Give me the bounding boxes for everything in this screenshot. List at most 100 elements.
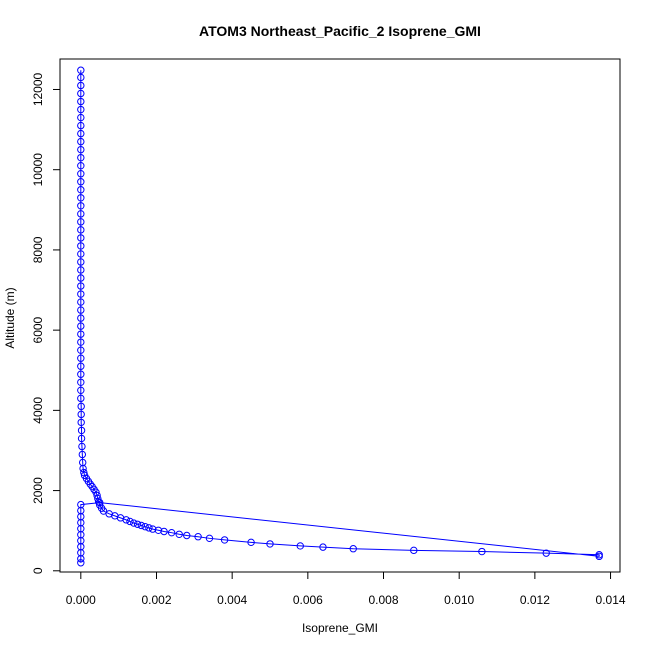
- data-point: [247, 538, 255, 547]
- data-point: [77, 290, 85, 298]
- x-tick-label: 0.000: [66, 593, 96, 607]
- data-point: [77, 298, 85, 306]
- x-tick-label: 0.004: [217, 593, 247, 607]
- y-tick-label: 8000: [31, 236, 45, 263]
- y-tick-label: 4000: [31, 397, 45, 424]
- data-point: [160, 527, 168, 536]
- data-point: [77, 113, 85, 122]
- data-point: [175, 530, 183, 538]
- data-point: [77, 210, 85, 218]
- data-point: [194, 533, 202, 541]
- data-point: [77, 346, 85, 354]
- data-point: [77, 559, 85, 567]
- x-tick-label: 0.012: [520, 593, 550, 607]
- data-point: [77, 161, 85, 170]
- data-point: [77, 66, 85, 74]
- data-point: [77, 89, 85, 98]
- data-point: [77, 402, 85, 411]
- data-point: [77, 137, 85, 146]
- y-axis: 0 2000 4000 6000 8000 10000 12000: [31, 72, 60, 574]
- data-point: [78, 450, 87, 459]
- series-line: [80, 70, 600, 563]
- data-point: [130, 519, 138, 527]
- x-tick-label: 0.014: [596, 593, 626, 607]
- data-point: [77, 105, 85, 114]
- data-point: [77, 282, 85, 290]
- data-point: [77, 250, 85, 258]
- data-point: [77, 266, 85, 274]
- data-point: [77, 274, 85, 282]
- data-point: [86, 480, 94, 488]
- x-tick-label: 0.008: [368, 593, 398, 607]
- data-point: [99, 507, 108, 515]
- data-point: [133, 520, 142, 528]
- y-tick-label: 12000: [31, 72, 45, 106]
- data-point: [77, 434, 86, 443]
- data-point: [77, 354, 85, 362]
- data-point: [77, 418, 85, 427]
- data-point: [167, 528, 176, 537]
- data-point: [77, 186, 85, 194]
- data-point: [126, 517, 134, 526]
- y-tick-label: 0: [31, 567, 45, 574]
- data-point: [77, 306, 85, 314]
- data-point: [77, 362, 85, 370]
- data-point: [77, 145, 85, 154]
- y-tick-label: 2000: [31, 477, 45, 504]
- data-point: [77, 194, 85, 202]
- plot-box: [59, 58, 621, 573]
- x-tick-label: 0.002: [141, 593, 171, 607]
- data-point: [80, 468, 88, 477]
- data-point: [92, 488, 100, 496]
- data-point: [296, 542, 304, 550]
- data-point: [77, 121, 85, 130]
- data-point: [154, 526, 163, 534]
- x-axis: 0.000 0.002 0.004 0.006 0.008 0.010 0.012 0.014: [66, 571, 626, 607]
- data-point: [478, 547, 486, 556]
- data-point: [77, 178, 85, 186]
- x-tick-label: 0.010: [444, 593, 474, 607]
- data-point: [77, 410, 85, 419]
- data-point: [77, 258, 85, 266]
- y-axis-label: Altitude (m): [3, 287, 17, 348]
- data-point: [410, 546, 418, 555]
- data-point: [77, 370, 85, 378]
- data-point: [542, 549, 550, 557]
- chart-title: ATOM3 Northeast_Pacific_2 Isoprene_GMI: [199, 23, 481, 39]
- data-point: [94, 498, 103, 506]
- data-point: [77, 338, 85, 346]
- data-point: [137, 521, 146, 530]
- data-point: [595, 552, 603, 561]
- data-point: [77, 330, 85, 338]
- data-point: [349, 545, 357, 553]
- data-point: [77, 153, 85, 162]
- data-point: [122, 516, 130, 524]
- y-tick-label: 6000: [31, 316, 45, 343]
- data-point: [77, 242, 85, 250]
- data-point: [149, 525, 157, 533]
- data-point: [205, 534, 214, 543]
- data-point: [77, 73, 85, 82]
- data-point: [77, 555, 85, 563]
- data-point: [77, 234, 85, 242]
- x-tick-label: 0.006: [293, 593, 323, 607]
- data-point: [183, 531, 191, 540]
- data-point: [78, 442, 86, 451]
- data-point: [77, 97, 85, 106]
- data-point: [77, 202, 85, 210]
- data-point: [77, 314, 85, 322]
- data-point: [319, 543, 327, 551]
- data-series: [77, 66, 603, 567]
- data-point: [77, 129, 85, 138]
- data-point: [77, 394, 85, 403]
- data-point: [96, 498, 104, 507]
- data-point: [77, 322, 85, 330]
- data-point: [141, 522, 149, 531]
- x-axis-label: Isoprene_GMI: [302, 621, 378, 635]
- data-point: [77, 170, 85, 178]
- data-point: [77, 81, 85, 90]
- data-point: [77, 426, 86, 435]
- y-tick-label: 10000: [31, 153, 45, 187]
- data-point: [94, 494, 102, 503]
